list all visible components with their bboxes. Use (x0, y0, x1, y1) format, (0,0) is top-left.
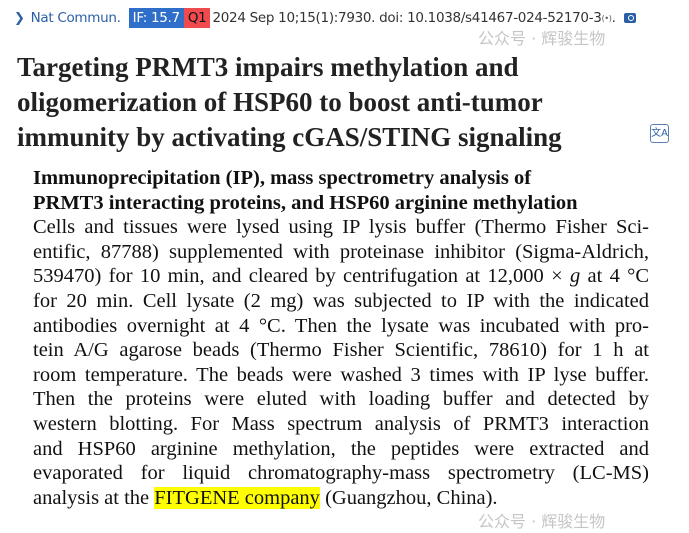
body-line: antibodies overnight at 4 °C. Then the l… (33, 314, 649, 337)
expand-chevron-icon[interactable]: ❯ (14, 10, 25, 26)
methods-section: Immunoprecipitation (IP), mass spectrome… (33, 166, 649, 510)
watermark: 公众号 · 辉骏生物 (478, 512, 606, 531)
altmetric-icon[interactable]: (•) (601, 13, 612, 23)
section-heading: Immunoprecipitation (IP), mass spectrome… (33, 166, 649, 215)
body-text: 539470) for 10 min, and cleared by centr… (33, 265, 570, 288)
title-line: Targeting PRMT3 impairs methylation and (17, 52, 519, 82)
title-line: oligomerization of HSP60 to boost anti-t… (17, 87, 543, 117)
watermark: 公众号 · 辉骏生物 (478, 29, 606, 48)
quartile-badge: Q1 (183, 8, 211, 28)
body-line: and HSP60 arginine methylation, the pept… (33, 437, 649, 460)
body-text: at 4 °C (580, 265, 649, 288)
body-line: western blotting. For Mass spectrum anal… (33, 412, 649, 435)
title-line: immunity by activating cGAS/STING signal… (17, 122, 562, 152)
citation-details[interactable]: 2024 Sep 10;15(1):7930. doi: 10.1038/s41… (212, 10, 602, 26)
article-title: Targeting PRMT3 impairs methylation and … (17, 50, 562, 155)
body-line: tein A/G agarose beads (Thermo Fisher Sc… (33, 339, 649, 362)
body-line: 539470) for 10 min, and cleared by centr… (33, 264, 649, 289)
heading-line: Immunoprecipitation (IP), mass spectrome… (33, 167, 532, 189)
body-line: Cells and tissues were lysed using IP ly… (33, 216, 649, 239)
body-text: (Guangzhou, China). (319, 486, 498, 509)
body-text: analysis at the (33, 486, 155, 509)
citation-bar: ❯ Nat Commun. IF: 15.7 Q1 2024 Sep 10;15… (14, 8, 636, 28)
body-line: analysis at the FITGENE company (Guangzh… (33, 486, 649, 511)
heading-line: PRMT3 interacting proteins, and HSP60 ar… (33, 191, 578, 214)
body-line: room temperature. The beads were washed … (33, 363, 649, 386)
impact-factor-badge: IF: 15.7 (128, 8, 184, 28)
highlighted-company: FITGENE company (154, 486, 320, 509)
body-line: Then the proteins were eluted with loadi… (33, 388, 649, 411)
camera-icon[interactable] (623, 13, 636, 23)
g-unit: g (569, 265, 581, 288)
citation-tail: . (611, 10, 616, 26)
body-line: evaporated for liquid chromatography-mas… (33, 462, 649, 485)
body-line: for 20 min. Cell lysate (2 mg) was subje… (33, 289, 649, 312)
body-line: entific, 87788) supplemented with protei… (33, 240, 649, 263)
journal-link[interactable]: Nat Commun. (30, 10, 121, 26)
translate-icon[interactable]: 文A (650, 124, 669, 143)
